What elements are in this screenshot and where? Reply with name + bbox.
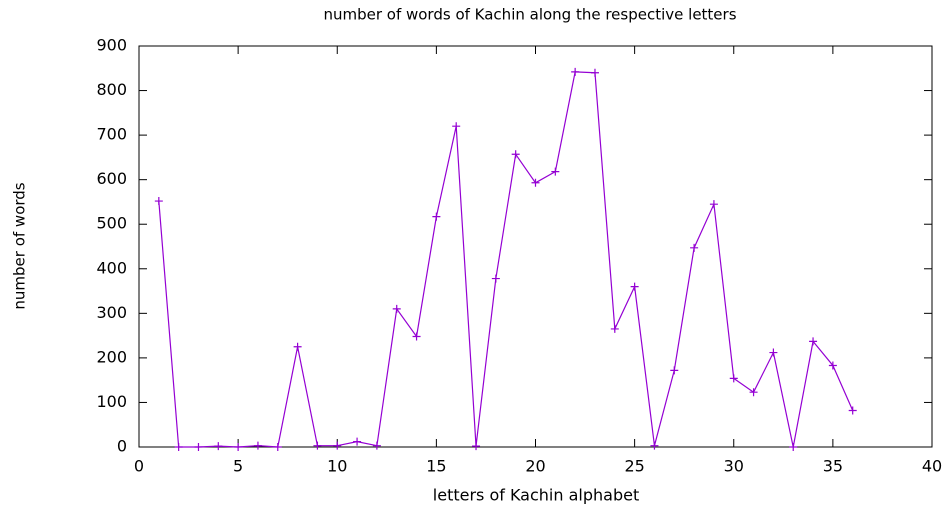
y-tick-label: 500 <box>96 214 127 233</box>
point-marker <box>491 274 500 283</box>
x-tick-label: 10 <box>327 457 347 476</box>
point-marker <box>253 441 262 450</box>
point-marker <box>551 167 560 176</box>
point-marker <box>273 443 282 451</box>
point-marker <box>670 366 679 375</box>
point-marker <box>214 442 223 451</box>
x-tick-label: 0 <box>134 457 144 476</box>
point-marker <box>154 197 163 206</box>
y-tick-label: 300 <box>96 303 127 322</box>
point-marker <box>293 342 302 351</box>
point-marker <box>749 388 758 397</box>
point-marker <box>432 212 441 221</box>
point-marker <box>590 68 599 77</box>
point-marker <box>452 122 461 131</box>
x-tick-label: 15 <box>426 457 446 476</box>
point-marker <box>848 406 857 415</box>
point-marker <box>412 332 421 341</box>
y-tick-label: 900 <box>96 36 127 55</box>
x-tick-label: 20 <box>525 457 545 476</box>
point-marker <box>234 443 243 451</box>
point-marker <box>571 67 580 76</box>
point-marker <box>828 361 837 370</box>
point-marker <box>174 443 183 451</box>
y-tick-label: 0 <box>117 437 127 456</box>
point-marker <box>511 150 520 159</box>
y-tick-label: 100 <box>96 392 127 411</box>
y-tick-label: 800 <box>96 80 127 99</box>
y-tick-label: 400 <box>96 258 127 277</box>
chart-title: number of words of Kachin along the resp… <box>323 6 736 24</box>
point-marker <box>392 304 401 313</box>
point-marker <box>690 243 699 252</box>
point-marker <box>531 178 540 187</box>
point-marker <box>472 442 481 451</box>
point-marker <box>709 200 718 209</box>
x-tick-label: 35 <box>823 457 843 476</box>
x-tick-label: 25 <box>624 457 644 476</box>
y-tick-label: 200 <box>96 347 127 366</box>
y-tick-label: 700 <box>96 125 127 144</box>
x-tick-label: 30 <box>724 457 744 476</box>
y-tick-label: 600 <box>96 169 127 188</box>
point-marker <box>809 337 818 346</box>
point-marker <box>630 282 639 291</box>
point-marker <box>372 441 381 450</box>
point-marker <box>610 324 619 333</box>
point-marker <box>313 441 322 450</box>
x-axis-label: letters of Kachin alphabet <box>433 486 639 505</box>
x-tick-label: 5 <box>233 457 243 476</box>
point-marker <box>353 437 362 446</box>
series-line <box>158 71 854 448</box>
point-marker <box>789 443 798 451</box>
y-axis-label: number of words <box>11 182 29 309</box>
point-marker <box>729 374 738 383</box>
point-marker <box>194 443 203 451</box>
point-marker <box>650 441 659 450</box>
plot-frame <box>138 45 933 448</box>
x-tick-label: 40 <box>922 457 942 476</box>
point-marker <box>333 441 342 450</box>
point-marker <box>769 348 778 357</box>
